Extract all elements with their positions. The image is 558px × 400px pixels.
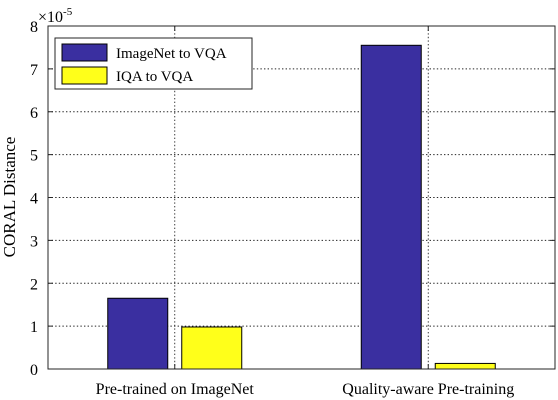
x-tick-label: Quality-aware Pre-training: [342, 381, 514, 398]
legend-label-imagenet-to-vqa: ImageNet to VQA: [116, 46, 227, 62]
bar-iqa-to-vqa-1: [434, 362, 496, 370]
y-tick-label: 8: [30, 19, 38, 36]
y-tick-label: 2: [30, 276, 38, 293]
y-tick-label: 5: [30, 148, 38, 165]
y-exponent-power: -5: [63, 6, 73, 18]
grid-layer: [48, 26, 555, 369]
x-tick-label: Pre-trained on ImageNet: [96, 381, 255, 398]
y-tick-label: 1: [30, 319, 38, 336]
bar-imagenet-to-vqa-0: [107, 297, 169, 370]
legend-swatch-iqa-to-vqa: [61, 66, 108, 85]
labels-layer: 0 1 2 3 4 5 6 7 8 Pre-trained on ImageNet Quality-…: [30, 19, 514, 398]
legend-label-iqa-to-vqa: IQA to VQA: [116, 69, 193, 85]
legend-swatch-imagenet-to-vqa: [61, 43, 108, 62]
ticks-layer: [48, 25, 555, 370]
y-tick-label: 3: [30, 233, 38, 250]
y-axis-exponent: ×10-5: [38, 6, 73, 26]
y-tick-label: 7: [30, 62, 38, 79]
y-exponent-base: ×10: [38, 9, 63, 26]
y-tick-label: 0: [30, 362, 38, 379]
legend: ImageNet to VQA IQA to VQA: [54, 37, 253, 90]
bar-iqa-to-vqa-0: [181, 326, 243, 370]
bars-layer: [107, 44, 496, 370]
y-tick-label: 6: [30, 105, 38, 122]
y-tick-label: 4: [30, 191, 38, 208]
y-axis-label: CORAL Distance: [0, 137, 19, 258]
bar-imagenet-to-vqa-1: [360, 44, 422, 370]
